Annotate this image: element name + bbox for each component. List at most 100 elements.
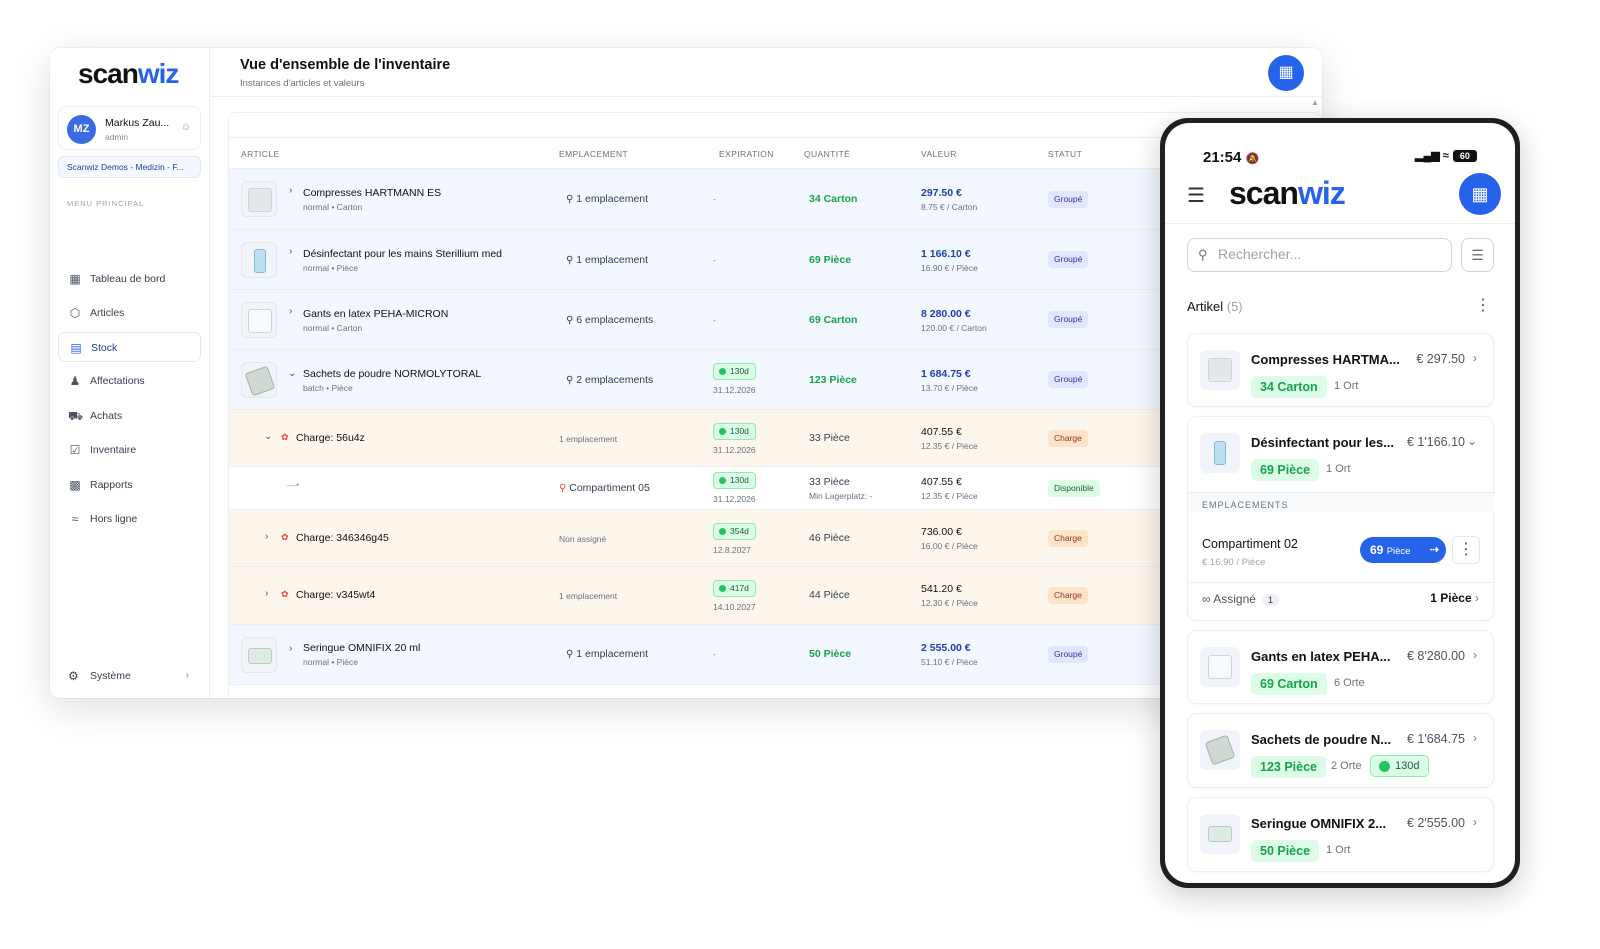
list-title: Artikel: [1187, 299, 1224, 314]
table-row[interactable]: › ✿ Charge: 346346g45 Non assigné 354d 1…: [229, 510, 1321, 567]
sidebar-item-achats[interactable]: ⛟ Achats: [58, 401, 201, 431]
chevron-right-icon[interactable]: ›: [1473, 351, 1477, 365]
sidebar-item-label: Rapports: [90, 479, 133, 491]
item-name: Compresses HARTMA...: [1251, 352, 1400, 367]
divider: [210, 96, 1322, 97]
location-name: Compartiment 02: [1202, 537, 1298, 551]
expiration-date: 31.12.2026: [713, 445, 756, 455]
wifi-off-icon: ≈: [71, 512, 79, 526]
filter-button[interactable]: ☰: [1461, 238, 1494, 272]
qr-scan-button[interactable]: ▦: [1459, 173, 1501, 215]
quantity-text: 46 Pièce: [809, 532, 850, 544]
search-input[interactable]: [1218, 246, 1438, 262]
list-item[interactable]: Compresses HARTMA... € 297.50 › 34 Carto…: [1187, 333, 1494, 407]
sidebar-item-system[interactable]: ⚙ Système ›: [58, 663, 201, 689]
pin-icon: ⚲: [566, 375, 574, 386]
sidebar-item-hors-ligne[interactable]: ≈ Hors ligne: [58, 504, 201, 534]
table-row[interactable]: › Désinfectant pour les mains Sterillium…: [229, 230, 1321, 290]
more-vertical-icon[interactable]: ⋮: [1475, 297, 1491, 314]
unit-price-text: 13.70 € / Pièce: [921, 383, 978, 393]
user-card[interactable]: MZ Markus Zau... admin ☺: [58, 106, 201, 150]
list-item-expanded[interactable]: Désinfectant pour les... € 1'166.10 ⌄ 69…: [1187, 416, 1495, 621]
table-row[interactable]: —• ⚲ Compartiment 05 130d 31.12.2026 33 …: [229, 467, 1321, 510]
chevron-right-icon[interactable]: ›: [289, 185, 293, 196]
list-item[interactable]: Seringue OMNIFIX 2... € 2'555.00 › 50 Pi…: [1187, 797, 1494, 872]
chevron-down-icon[interactable]: ⌄: [288, 368, 297, 379]
sidebar-item-rapports[interactable]: ▩ Rapports: [58, 470, 201, 500]
sidebar-item-label: Achats: [90, 410, 123, 422]
scroll-up-arrow[interactable]: ▲: [1311, 98, 1319, 107]
sidebar-item-label: Tableau de bord: [90, 273, 166, 285]
chevron-right-icon[interactable]: ›: [289, 246, 293, 257]
col-emplacement[interactable]: EMPLACEMENT: [559, 149, 629, 159]
table-row[interactable]: ⌄ Sachets de poudre NORMOLYTORAL batch •…: [229, 350, 1321, 410]
list-item[interactable]: Gants en latex PEHA... € 8'280.00 › 69 C…: [1187, 630, 1494, 704]
table-row[interactable]: › ✿ Charge: v345wt4 1 emplacement 417d 1…: [229, 567, 1321, 625]
list-item[interactable]: Sachets de poudre N... € 1'684.75 › 123 …: [1187, 713, 1494, 788]
sidebar-item-inventaire[interactable]: ☑ Inventaire: [58, 435, 201, 465]
sidebar-item-affectations[interactable]: ♟ Affectations: [58, 366, 201, 396]
chevron-right-icon[interactable]: ›: [265, 588, 269, 599]
expiration-badge: 130d: [713, 423, 756, 440]
org-selector[interactable]: Scanwiz Demos - Medizin - F...: [58, 156, 201, 178]
chevron-down-icon[interactable]: ⌄: [1466, 434, 1477, 448]
user-assign-icon: ♟: [69, 374, 81, 388]
product-thumbnail: [1200, 433, 1240, 473]
location-cell[interactable]: ⚲ 1 emplacement: [566, 193, 648, 205]
sidebar-item-label: Affectations: [90, 375, 145, 387]
logo[interactable]: scanwiz: [78, 58, 179, 90]
item-places: 1 Ort: [1326, 463, 1351, 475]
col-expiration[interactable]: EXPIRATION: [719, 149, 774, 159]
avatar: MZ: [67, 115, 96, 144]
chevron-down-icon[interactable]: ⌄: [264, 431, 273, 442]
col-statut[interactable]: STATUT: [1048, 149, 1083, 159]
more-vertical-icon: ⋮: [1458, 541, 1474, 558]
value-text: 297.50 €: [921, 187, 962, 199]
location-cell[interactable]: ⚲ Compartiment 05: [559, 482, 650, 494]
table-row[interactable]: › Compresses HARTMANN ES normal • Carton…: [229, 169, 1321, 230]
item-price: € 1'684.75: [1407, 732, 1465, 746]
hamburger-menu-icon[interactable]: ☰: [1187, 185, 1205, 207]
user-icon[interactable]: ☺: [180, 122, 191, 133]
phone-screen: 21:54 🔕 ▂▄▆ ≈60 ☰ scanwiz ▦ ⚲ ☰ Artikel …: [1165, 123, 1515, 883]
locations-heading: EMPLACEMENTS: [1188, 492, 1495, 512]
value-text: 8 280.00 €: [921, 308, 971, 320]
search-box[interactable]: ⚲: [1187, 238, 1452, 272]
charge-name: Charge: 56u4z: [296, 432, 365, 444]
chevron-right-icon[interactable]: ›: [289, 643, 293, 654]
location-cell[interactable]: ⚲ 6 emplacements: [566, 314, 653, 326]
location-cell[interactable]: ⚲ 2 emplacements: [566, 374, 653, 386]
location-cell[interactable]: ⚲ 1 emplacement: [566, 648, 648, 660]
location-text: 1 emplacement: [576, 648, 649, 660]
row-chevron: ›: [289, 305, 292, 317]
chevron-right-icon[interactable]: ›: [1473, 731, 1477, 745]
exit-icon: ⇢: [1429, 544, 1439, 556]
chevron-right-icon[interactable]: ›: [289, 306, 293, 317]
sidebar-item-stock[interactable]: ▤ Stock: [58, 332, 201, 362]
location-quantity-button[interactable]: 69 Pièce ⇢: [1360, 537, 1446, 563]
qr-scan-button[interactable]: ▦: [1268, 55, 1304, 91]
sidebar-item-articles[interactable]: ⬡ Articles: [58, 298, 201, 328]
status-badge: Groupé: [1048, 311, 1089, 328]
expiration-date: 14.10.2027: [713, 602, 756, 612]
link-icon: ∞: [1202, 592, 1211, 606]
chevron-right-icon[interactable]: ›: [1473, 815, 1477, 829]
location-more-button[interactable]: ⋮: [1452, 536, 1480, 564]
location-cell[interactable]: ⚲ 1 emplacement: [566, 254, 648, 266]
col-valeur[interactable]: VALEUR: [921, 149, 957, 159]
logo[interactable]: scanwiz: [1229, 175, 1346, 212]
chevron-right-icon[interactable]: ›: [265, 531, 269, 542]
assigned-row[interactable]: ∞ Assigné 1 1 Pièce ›: [1188, 582, 1495, 612]
table-row[interactable]: ⌄ ✿ Charge: 56u4z 1 emplacement 130d 31.…: [229, 410, 1321, 467]
table-row[interactable]: › Seringue OMNIFIX 20 ml normal • Pièce …: [229, 625, 1321, 685]
value-text: 736.00 €: [921, 526, 962, 538]
col-quantite[interactable]: QUANTITÉ: [804, 149, 851, 159]
value-text: 541.20 €: [921, 583, 962, 595]
col-article[interactable]: ARTICLE: [241, 149, 280, 159]
table-header: ARTICLE EMPLACEMENT EXPIRATION QUANTITÉ …: [229, 137, 1321, 169]
system-label: Système: [90, 670, 131, 682]
qr-icon: ▦: [1278, 64, 1294, 81]
sidebar-item-dashboard[interactable]: ▦ Tableau de bord: [58, 264, 201, 294]
table-row[interactable]: › Gants en latex PEHA-MICRON normal • Ca…: [229, 290, 1321, 350]
chevron-right-icon[interactable]: ›: [1473, 648, 1477, 662]
